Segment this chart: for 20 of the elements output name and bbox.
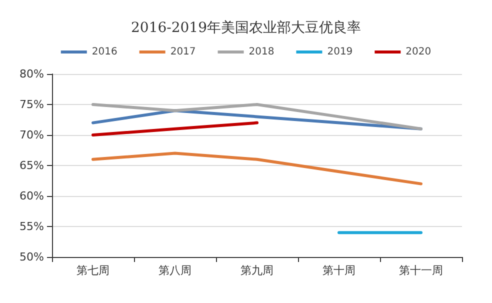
legend-label: 2017 [170,46,196,58]
x-tick-label: 第十一周 [399,264,443,277]
x-tick-label: 第七周 [76,264,110,277]
y-tick-label: 75% [20,98,44,111]
y-tick-label: 60% [20,190,44,202]
legend-label: 2016 [92,46,118,58]
chart-title: 2016-2019年美国农业部大豆优良率 [131,20,361,36]
x-tick-label: 第八周 [158,264,192,277]
line-series [92,103,422,130]
x-tick-label: 第十周 [322,264,356,277]
legend-label: 2020 [406,46,432,58]
x-tick-label: 第九周 [240,264,274,277]
y-tick-label: 70% [20,128,44,142]
y-tick-label: 65% [20,159,44,172]
y-tick-label: 50% [20,250,44,264]
y-tick-label: 80% [20,68,44,80]
legend-label: 2018 [248,46,274,58]
line-series [92,152,422,186]
legend-label: 2019 [327,46,353,58]
y-tick-label: 55% [20,220,44,233]
